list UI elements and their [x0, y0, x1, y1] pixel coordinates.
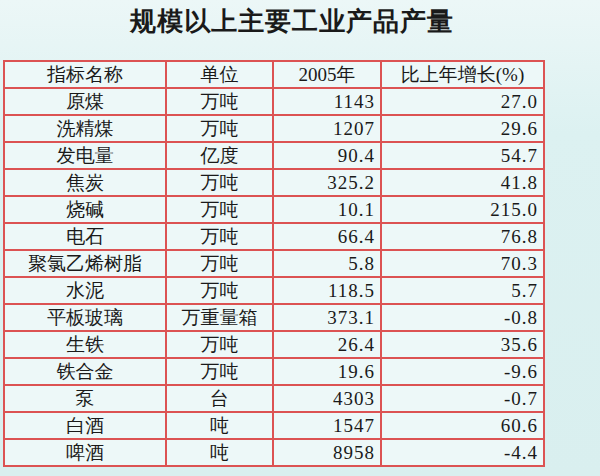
growth-cell: 215.0	[381, 196, 544, 223]
indicator-name-cell: 水泥	[4, 277, 166, 304]
column-header-indicator-name: 指标名称	[4, 61, 166, 88]
indicator-name-cell: 烧碱	[4, 196, 166, 223]
indicator-name-cell: 发电量	[4, 142, 166, 169]
indicator-name-cell: 铁合金	[4, 358, 166, 385]
unit-cell: 万吨	[166, 196, 273, 223]
indicator-name-cell: 生铁	[4, 331, 166, 358]
value-2005-cell: 5.8	[273, 250, 381, 277]
unit-cell: 吨	[166, 412, 273, 439]
value-2005-cell: 10.1	[273, 196, 381, 223]
column-header-growth: 比上年增长(%)	[381, 61, 544, 88]
table-row: 平板玻璃万重量箱373.1-0.8	[4, 304, 544, 331]
table-row: 水泥万吨118.55.7	[4, 277, 544, 304]
value-2005-cell: 1547	[273, 412, 381, 439]
growth-cell: 41.8	[381, 169, 544, 196]
growth-cell: -0.7	[381, 385, 544, 412]
unit-cell: 万吨	[166, 169, 273, 196]
value-2005-cell: 118.5	[273, 277, 381, 304]
unit-cell: 亿度	[166, 142, 273, 169]
growth-cell: 29.6	[381, 115, 544, 142]
unit-cell: 万吨	[166, 88, 273, 115]
indicator-name-cell: 泵	[4, 385, 166, 412]
column-header-unit: 单位	[166, 61, 273, 88]
value-2005-cell: 325.2	[273, 169, 381, 196]
table-row: 聚氯乙烯树脂万吨5.870.3	[4, 250, 544, 277]
growth-cell: -4.4	[381, 439, 544, 466]
indicator-name-cell: 聚氯乙烯树脂	[4, 250, 166, 277]
table-row: 电石万吨66.476.8	[4, 223, 544, 250]
unit-cell: 万吨	[166, 115, 273, 142]
table-header-row: 指标名称 单位 2005年 比上年增长(%)	[4, 61, 544, 88]
unit-cell: 万吨	[166, 250, 273, 277]
indicator-name-cell: 白酒	[4, 412, 166, 439]
table-row: 洗精煤万吨120729.6	[4, 115, 544, 142]
table-row: 啤酒吨8958-4.4	[4, 439, 544, 466]
value-2005-cell: 373.1	[273, 304, 381, 331]
indicator-name-cell: 电石	[4, 223, 166, 250]
table-row: 白酒吨154760.6	[4, 412, 544, 439]
unit-cell: 台	[166, 385, 273, 412]
value-2005-cell: 1207	[273, 115, 381, 142]
value-2005-cell: 4303	[273, 385, 381, 412]
table-row: 原煤万吨114327.0	[4, 88, 544, 115]
indicator-name-cell: 焦炭	[4, 169, 166, 196]
industrial-output-table: 指标名称 单位 2005年 比上年增长(%) 原煤万吨114327.0洗精煤万吨…	[3, 60, 545, 467]
growth-cell: 27.0	[381, 88, 544, 115]
column-header-year-2005: 2005年	[273, 61, 381, 88]
growth-cell: 54.7	[381, 142, 544, 169]
unit-cell: 万重量箱	[166, 304, 273, 331]
indicator-name-cell: 原煤	[4, 88, 166, 115]
value-2005-cell: 19.6	[273, 358, 381, 385]
unit-cell: 万吨	[166, 223, 273, 250]
table-row: 焦炭万吨325.241.8	[4, 169, 544, 196]
unit-cell: 万吨	[166, 277, 273, 304]
growth-cell: 35.6	[381, 331, 544, 358]
table-row: 铁合金万吨19.6-9.6	[4, 358, 544, 385]
page: { "title": "规模以上主要工业产品产量", "colors": { "…	[0, 0, 600, 476]
indicator-name-cell: 啤酒	[4, 439, 166, 466]
unit-cell: 吨	[166, 439, 273, 466]
table-row: 泵台4303-0.7	[4, 385, 544, 412]
unit-cell: 万吨	[166, 358, 273, 385]
growth-cell: -9.6	[381, 358, 544, 385]
indicator-name-cell: 洗精煤	[4, 115, 166, 142]
unit-cell: 万吨	[166, 331, 273, 358]
value-2005-cell: 90.4	[273, 142, 381, 169]
growth-cell: 76.8	[381, 223, 544, 250]
growth-cell: 5.7	[381, 277, 544, 304]
table-row: 烧碱万吨10.1215.0	[4, 196, 544, 223]
growth-cell: 60.6	[381, 412, 544, 439]
value-2005-cell: 8958	[273, 439, 381, 466]
indicator-name-cell: 平板玻璃	[4, 304, 166, 331]
value-2005-cell: 1143	[273, 88, 381, 115]
table-body: 原煤万吨114327.0洗精煤万吨120729.6发电量亿度90.454.7焦炭…	[4, 88, 544, 466]
value-2005-cell: 26.4	[273, 331, 381, 358]
growth-cell: 70.3	[381, 250, 544, 277]
growth-cell: -0.8	[381, 304, 544, 331]
page-title: 规模以上主要工业产品产量	[0, 4, 584, 39]
table-row: 生铁万吨26.435.6	[4, 331, 544, 358]
value-2005-cell: 66.4	[273, 223, 381, 250]
table-row: 发电量亿度90.454.7	[4, 142, 544, 169]
